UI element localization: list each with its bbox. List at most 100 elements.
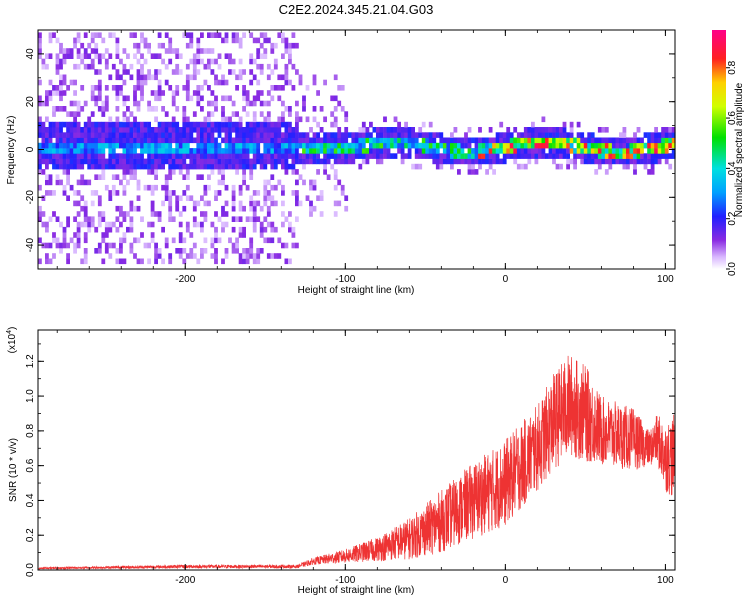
- spectrogram-cell: [207, 158, 211, 165]
- spectrogram-cell: [238, 153, 243, 159]
- spectrogram-cell: [83, 63, 88, 70]
- spectrogram-cell: [94, 42, 99, 49]
- spectrogram-cell: [654, 127, 658, 133]
- spectrogram-cell: [48, 174, 53, 180]
- spectrogram-cell: [136, 74, 141, 81]
- spectrogram-cell: [235, 74, 239, 81]
- spectrogram-cell: [182, 153, 187, 159]
- spectrogram-cell: [76, 48, 81, 54]
- spectrogram-cell: [41, 127, 46, 133]
- spectrogram-cell: [333, 158, 338, 165]
- spectrogram-cell: [129, 111, 134, 117]
- spectrogram-cell: [376, 158, 380, 165]
- spectrogram-cell: [284, 37, 289, 44]
- spectrogram-cell: [45, 153, 49, 159]
- spectrogram-cell: [309, 142, 313, 149]
- spectrogram-cell: [569, 137, 574, 144]
- spectrogram-cell: [111, 158, 116, 165]
- spectrogram-cell: [207, 127, 211, 133]
- spectrogram-cell: [266, 205, 271, 212]
- spectrogram-cell: [168, 158, 173, 165]
- spectrogram-cell: [245, 142, 250, 149]
- spectrogram-cell: [108, 121, 113, 128]
- spectrogram-cell: [196, 53, 201, 59]
- spectrogram-cell: [671, 132, 676, 138]
- spectrogram-cell: [450, 142, 454, 149]
- spectrogram-cell: [277, 74, 282, 81]
- spectrogram-cell: [104, 127, 109, 133]
- spectrogram-cell: [270, 184, 275, 191]
- spectrogram-cell: [337, 200, 342, 207]
- spectrogram-cell: [495, 153, 500, 159]
- spectrogram-cell: [541, 137, 546, 144]
- spectrogram-cell: [133, 90, 137, 96]
- spectrogram-cell: [323, 142, 327, 149]
- spectrogram-cell: [175, 132, 180, 138]
- spectrogram-cell: [161, 90, 165, 96]
- spectrogram-cell: [231, 205, 236, 212]
- spectrogram-cell: [55, 63, 60, 70]
- spectrogram-cell: [245, 127, 250, 133]
- spectrogram-cell: [566, 142, 570, 149]
- spectrogram-cell: [217, 63, 222, 70]
- spectrogram-cell: [182, 111, 187, 117]
- spectrogram-cell: [69, 121, 74, 128]
- spectrogram-cell: [492, 158, 496, 165]
- spectrogram-cell: [45, 95, 49, 102]
- spectrogram-cell: [154, 163, 158, 170]
- spectrogram-cell: [231, 200, 236, 207]
- spectrogram-cell: [228, 121, 232, 128]
- spectrogram-cell: [168, 121, 173, 128]
- spectrogram-cell: [654, 137, 658, 144]
- spectrogram-cell: [435, 142, 440, 149]
- spectrogram-cell: [83, 127, 88, 133]
- spectrogram-cell: [214, 158, 218, 165]
- spectrogram-cell: [115, 127, 120, 133]
- spectrogram-cell: [316, 132, 320, 138]
- spectrogram-cell: [182, 142, 187, 149]
- spectrogram-cell: [249, 148, 254, 154]
- spectrogram-cell: [231, 142, 236, 149]
- spectrogram-cell: [594, 148, 599, 154]
- spectrogram-cell: [309, 184, 313, 191]
- spectrogram-cell: [59, 95, 63, 102]
- spectrogram-cell: [228, 95, 232, 102]
- spectrogram-cell: [140, 63, 144, 70]
- spectrogram-cell: [168, 58, 173, 65]
- spectrogram-cell: [119, 248, 123, 254]
- spectrogram-cell: [284, 216, 289, 222]
- spectrogram-cell: [45, 127, 49, 133]
- spectrogram-cell: [284, 142, 289, 149]
- spectrogram-cell: [171, 90, 176, 96]
- spectrogram-cell: [633, 169, 637, 175]
- spectrogram-cell: [252, 37, 257, 44]
- spectrogram-cell: [256, 53, 261, 59]
- spectrogram-cell: [664, 153, 669, 159]
- spectrogram-cell: [259, 90, 264, 96]
- spectrogram-cell: [559, 127, 563, 133]
- spectrogram-cell: [38, 116, 42, 123]
- spectrogram-cell: [319, 158, 324, 165]
- spectrogram-cell: [66, 53, 70, 59]
- spectrogram-cell: [425, 142, 430, 149]
- spectrogram-cell: [527, 153, 532, 159]
- spectrogram-cell: [164, 148, 169, 154]
- spectrogram-cell: [238, 69, 243, 75]
- spectrogram-cell: [252, 95, 257, 102]
- spectrogram-cell: [284, 137, 289, 144]
- spectrogram-cell: [87, 163, 92, 170]
- spectrogram-cell: [365, 127, 370, 133]
- spectrogram-cell: [80, 163, 85, 170]
- spectrogram-cell: [73, 63, 77, 70]
- spectrogram-cell: [263, 195, 268, 201]
- spectrogram-cell: [55, 106, 60, 112]
- spectrogram-cell: [273, 63, 278, 70]
- spectrogram-cell: [196, 58, 201, 65]
- spectrogram-cell: [580, 148, 585, 154]
- spectrogram-cell: [252, 216, 257, 222]
- spectrogram-cell: [379, 127, 384, 133]
- spectrogram-cell: [485, 153, 489, 159]
- spectrogram-cell: [178, 248, 183, 254]
- spectrogram-cell: [122, 153, 127, 159]
- spectrogram-cell: [175, 200, 180, 207]
